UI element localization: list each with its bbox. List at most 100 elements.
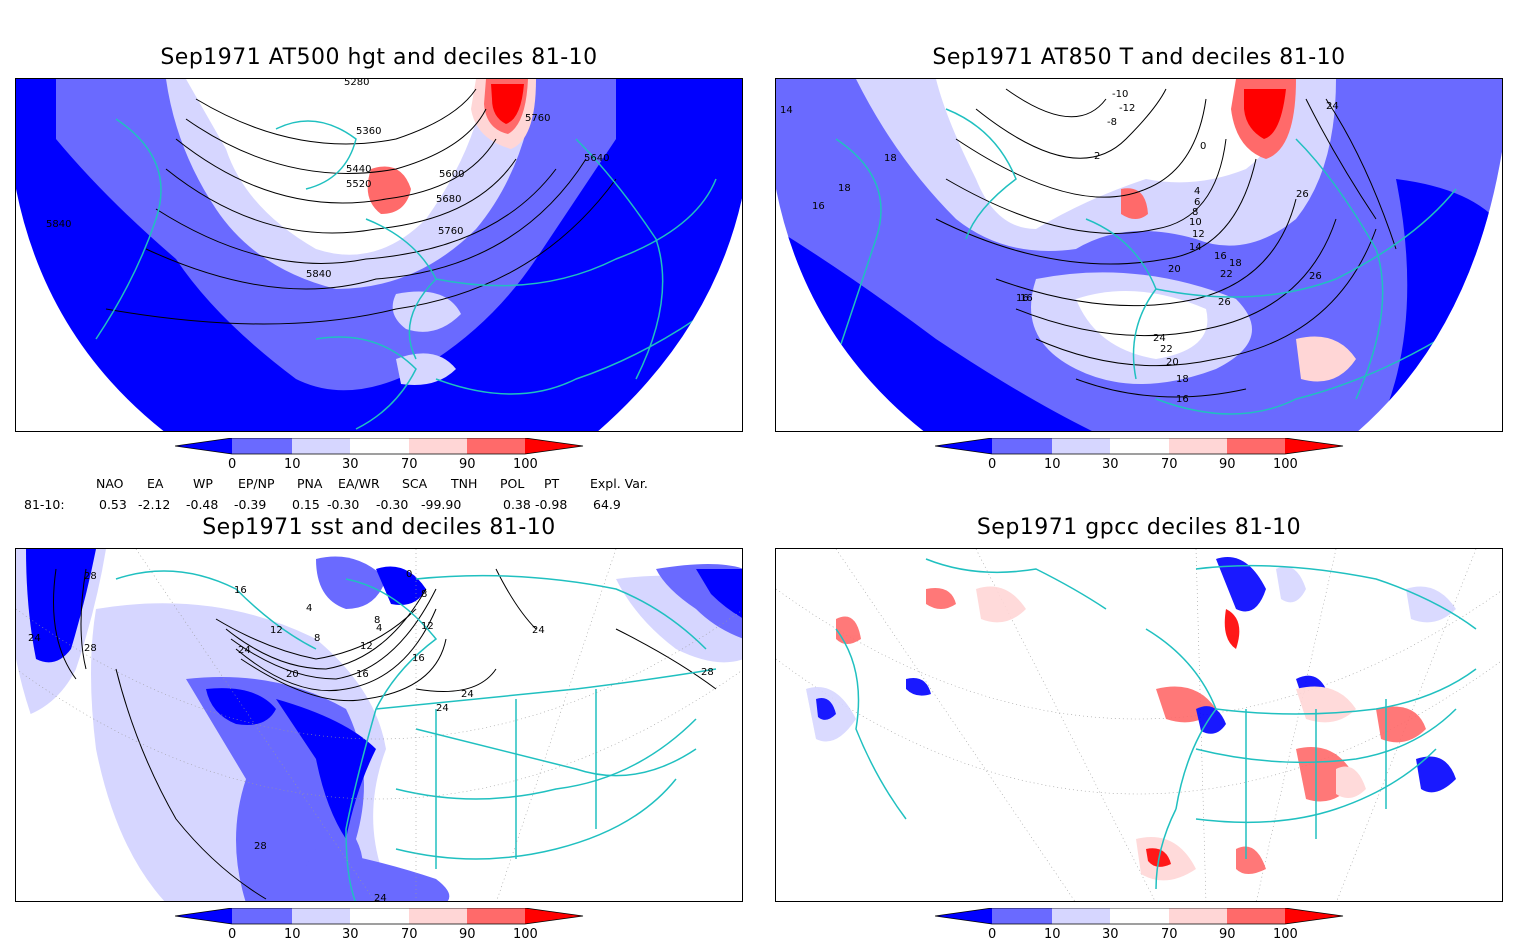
index-value: -0.30: [327, 497, 360, 512]
contour-label: 5280: [344, 79, 369, 88]
map-t850: -10 -12 -8 2 0 4 6 8 10 12 14 16 18 16 2…: [776, 79, 1502, 431]
colorbar-seg-6: [1285, 908, 1343, 924]
map-sst: 28 24 28 16 12 24 20 16 12 8 4 0 8 4 12 …: [16, 549, 742, 902]
contour-label: 28: [84, 643, 97, 654]
colorbar-top-right: 0 10 30 70 90 100: [935, 438, 1344, 472]
index-value: -0.48: [186, 497, 219, 512]
contour-label: 12: [421, 621, 434, 632]
index-header: EA/WR: [338, 476, 380, 491]
colorbar-seg-5: [467, 908, 525, 924]
index-header: EA: [147, 476, 164, 491]
contour-label: 4: [1194, 186, 1200, 197]
colorbar-seg-5: [1227, 908, 1285, 924]
contour-label: 24: [461, 689, 474, 700]
contour-label: 8: [421, 589, 427, 600]
index-value: -0.30: [376, 497, 409, 512]
map-panel-sst: 28 24 28 16 12 24 20 16 12 8 4 0 8 4 12 …: [15, 548, 743, 902]
panel-title-hgt500: Sep1971 AT500 hgt and deciles 81-10: [160, 45, 598, 70]
index-value: -99.90: [421, 497, 462, 512]
colorbar-tick: 100: [1273, 457, 1298, 472]
index-header: NAO: [96, 476, 124, 491]
colorbar-seg-4: [1169, 438, 1227, 454]
contour-label: 2: [1094, 151, 1100, 162]
contour-label: 5440: [346, 164, 371, 175]
colorbar-seg-4: [409, 438, 467, 454]
contour-label: 4: [376, 623, 382, 634]
colorbar-tick: 30: [342, 927, 359, 940]
map-hgt500: 5280 5360 5440 5520 5600 5680 5760 5840 …: [16, 79, 742, 431]
colorbar-bottom-right: 0 10 30 70 90 100: [935, 908, 1344, 940]
colorbar-seg-1: [232, 908, 292, 924]
contour-label: 26: [1218, 297, 1231, 308]
colorbar-bottom-left: 0 10 30 70 90 100: [175, 908, 584, 940]
colorbar-tick: 10: [1044, 927, 1061, 940]
contour-label: 16: [812, 201, 825, 212]
contour-label: 4: [306, 603, 312, 614]
contour-label: 10: [1189, 217, 1202, 228]
colorbar-seg-2: [292, 438, 350, 454]
contour-label: 24: [374, 893, 387, 902]
index-header: POL: [500, 476, 525, 491]
colorbar-seg-3: [1110, 908, 1169, 924]
contour-label: 24: [28, 633, 41, 644]
contour-label: 12: [360, 641, 373, 652]
panel-title-t850: Sep1971 AT850 T and deciles 81-10: [932, 45, 1346, 70]
colorbar-tick: 70: [1161, 927, 1178, 940]
colorbar-seg-2: [292, 908, 350, 924]
contour-label: 28: [701, 667, 714, 678]
colorbar-seg-0: [935, 908, 992, 924]
index-value: 0.53: [99, 497, 127, 512]
map-panel-hgt500: 5280 5360 5440 5520 5600 5680 5760 5840 …: [15, 78, 743, 432]
contour-label: 0: [406, 569, 412, 580]
contour-label: 24: [1153, 333, 1166, 344]
colorbar-seg-2: [1052, 908, 1110, 924]
contour-label: 14: [1189, 242, 1202, 253]
contour-label: 18: [884, 153, 897, 164]
index-header: EP/NP: [238, 476, 275, 491]
contour-label: 5760: [525, 113, 550, 124]
index-row-label: 81-10:: [24, 497, 65, 512]
colorbar-top-left: 0 10 30 70 90 100: [175, 438, 584, 472]
colorbar-tick: 30: [1102, 457, 1119, 472]
contour-label: 16: [356, 669, 369, 680]
colorbar-seg-1: [992, 438, 1052, 454]
panel-title-sst: Sep1971 sst and deciles 81-10: [202, 515, 556, 540]
colorbar-seg-5: [467, 438, 525, 454]
contour-label: 5600: [439, 169, 464, 180]
contour-label: -10: [1112, 89, 1128, 100]
contour-label: -12: [1119, 103, 1135, 114]
colorbar-tick: 30: [342, 457, 359, 472]
colorbar-tick: 0: [988, 927, 996, 940]
index-header: TNH: [451, 476, 478, 491]
index-header: WP: [193, 476, 213, 491]
index-value: -0.98: [535, 497, 568, 512]
contour-label: 5760: [438, 226, 463, 237]
contour-label: 16: [1176, 394, 1189, 405]
colorbar-seg-0: [935, 438, 992, 454]
colorbar-tick: 10: [284, 927, 301, 940]
colorbar-tick: 0: [228, 927, 236, 940]
index-value: 64.9: [593, 497, 621, 512]
contour-label: 0: [1200, 141, 1206, 152]
contour-label: 24: [436, 703, 449, 714]
index-value: -2.12: [138, 497, 171, 512]
contour-label: 20: [1166, 357, 1179, 368]
contour-label: 5840: [306, 269, 331, 280]
index-header: SCA: [402, 476, 428, 491]
colorbar-tick: 90: [459, 457, 476, 472]
map-gpcc: [776, 549, 1502, 901]
colorbar-tick: 100: [513, 927, 538, 940]
contour-label: 16: [1214, 251, 1227, 262]
colorbar-seg-2: [1052, 438, 1110, 454]
contour-label: 16: [1016, 293, 1029, 304]
colorbar-tick: 70: [401, 457, 418, 472]
colorbar-seg-5: [1227, 438, 1285, 454]
contour-label: 20: [1168, 264, 1181, 275]
contour-label: 12: [1192, 229, 1205, 240]
colorbar-seg-1: [232, 438, 292, 454]
index-header: PT: [544, 476, 560, 491]
colorbar-seg-3: [350, 908, 409, 924]
contour-label: 20: [286, 669, 299, 680]
map-panel-gpcc: [775, 548, 1503, 902]
colorbar-tick: 0: [988, 457, 996, 472]
